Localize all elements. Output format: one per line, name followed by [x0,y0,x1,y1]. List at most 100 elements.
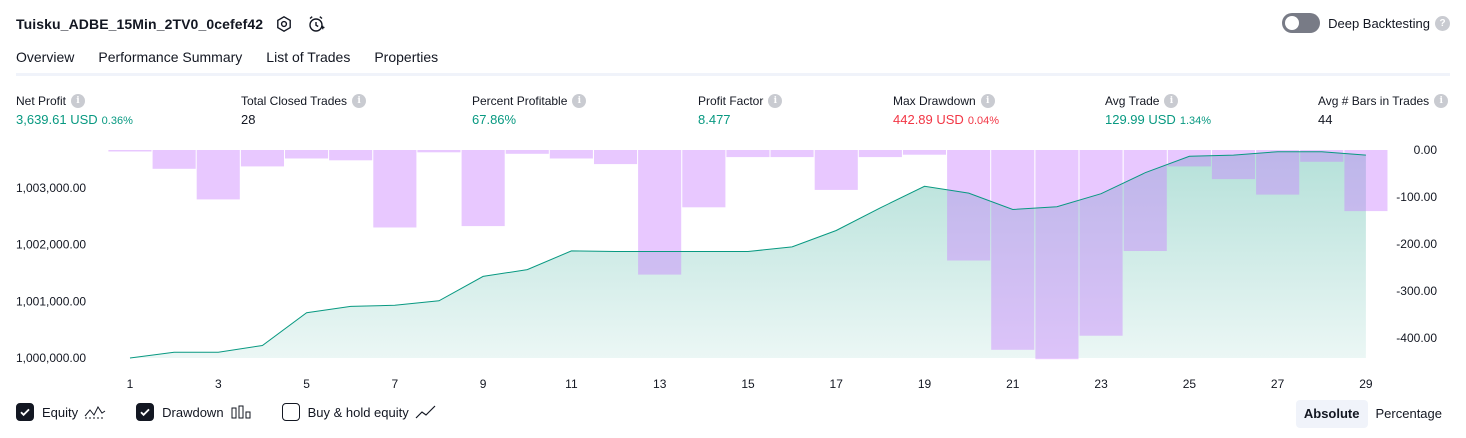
drawdown-bar [1167,150,1211,167]
metric-max-drawdown: Max Drawdown i 442.89 USD 0.04% [893,92,999,127]
equity-line [129,151,1366,359]
drawdown-bar [461,150,505,227]
metric-percent: 0.04% [967,115,1000,127]
drawdown-bar [770,150,814,158]
help-icon[interactable]: ? [1435,15,1450,31]
info-icon[interactable]: i [352,94,367,108]
x-axis-tick-label: 1 [127,377,134,391]
metric-percent: 0.36% [101,115,133,127]
tab-overview[interactable]: Overview [16,46,75,76]
right-axis-tick-label: -100.00 [1396,190,1437,204]
x-axis-tick-label: 13 [653,377,667,391]
metric-value: 67.86% [472,112,517,127]
metric-value: 442.89 USD [893,112,964,127]
drawdown-checkbox[interactable] [136,403,155,421]
metric-profit-factor: Profit Factor i 8.477 [698,92,783,127]
settings-icon[interactable] [273,13,295,35]
drawdown-bar [549,150,593,159]
drawdown-bar [240,150,284,167]
header: Tuisku_ADBE_15Min_2TV0_0cefef42 [16,12,327,36]
equity-line-icon [84,406,106,419]
metric-percent: 1.34% [1179,115,1212,127]
chart-legend: Equity Drawdown Buy & hold equity [16,403,467,421]
drawdown-bar [1344,150,1388,212]
equity-checkbox[interactable] [16,403,34,421]
drawdown-bar [1035,150,1079,360]
tab-list-of-trades[interactable]: List of Trades [266,49,351,65]
buy-hold-checkbox[interactable] [281,403,300,421]
info-icon[interactable]: i [71,94,86,108]
left-axis-tick-label: 1,000,000.00 [16,351,86,365]
x-axis-tick-label: 21 [1006,377,1020,391]
x-axis-tick-label: 3 [215,377,222,391]
percentage-button[interactable]: Percentage [1375,406,1443,421]
legend-buy-hold[interactable]: Buy & hold equity [281,403,437,421]
drawdown-bar [638,150,682,275]
metric-net-profit: Net Profit i 3,639.61 USD 0.36% [16,92,133,127]
metric-value: 28 [241,112,256,127]
drawdown-bar [196,150,240,200]
x-axis-tick-label: 23 [1094,377,1108,391]
metric-total-closed-trades: Total Closed Trades i 28 [241,92,367,127]
metric-label: Avg Trade [1105,94,1160,108]
metric-label: Total Closed Trades [241,94,348,108]
drawdown-bar [1300,150,1344,162]
metric-label: Avg # Bars in Trades [1318,94,1430,108]
drawdown-bar [991,150,1035,350]
left-axis-tick-label: 1,003,000.00 [16,181,86,195]
strategy-title: Tuisku_ADBE_15Min_2TV0_0cefef42 [16,16,264,32]
x-axis-tick-label: 5 [303,377,310,391]
equity-drawdown-chart: 1,000,000.00 1,001,000.00 1,002,000.00 1,00… [16,143,1438,391]
metric-label: Percent Profitable [472,94,568,108]
absolute-button[interactable]: Absolute [1295,400,1368,428]
drawdown-bar [329,150,373,161]
metric-value: 3,639.61 USD [16,112,98,127]
x-axis-tick-label: 15 [741,377,755,391]
tabs-divider [16,73,1450,76]
deep-backtesting: Deep Backtesting ? [1282,13,1450,33]
drawdown-bar [902,150,946,155]
value-mode-switch: Absolute Percentage [1295,400,1450,428]
drawdown-bar [417,150,461,153]
right-axis-tick-label: -300.00 [1396,284,1437,298]
legend-label: Drawdown [162,404,224,420]
tab-bar: Overview Performance Summary List of Tra… [16,46,462,76]
drawdown-bar [108,150,152,152]
x-axis-tick-label: 11 [565,377,578,391]
tab-performance-summary[interactable]: Performance Summary [98,49,243,65]
right-axis-tick-label: 0.00 [1414,143,1438,157]
x-axis-tick-label: 19 [918,377,932,391]
legend-drawdown[interactable]: Drawdown [136,403,251,421]
info-icon[interactable]: i [768,94,783,108]
deep-backtesting-toggle[interactable] [1282,13,1321,33]
legend-label: Buy & hold equity [307,404,409,420]
x-axis-tick-label: 17 [830,377,844,391]
drawdown-bar [285,150,329,159]
equity-area [130,151,1366,358]
right-axis-tick-label: -200.00 [1396,237,1437,251]
metric-label: Profit Factor [698,94,764,108]
drawdown-bar [594,150,638,165]
deep-backtesting-label: Deep Backtesting [1328,15,1430,31]
drawdown-bar [858,150,902,158]
drawdown-bars-icon [231,405,251,419]
metric-value: 44 [1318,112,1333,127]
info-icon[interactable]: i [1164,94,1179,108]
metric-label: Max Drawdown [893,94,976,108]
metrics-row: Net Profit i 3,639.61 USD 0.36% Total Clos… [16,92,1450,132]
alert-clock-icon[interactable] [305,13,327,35]
metric-avg-trade: Avg Trade i 129.99 USD 1.34% [1105,92,1211,127]
info-icon[interactable]: i [1434,94,1449,108]
x-axis-tick-label: 25 [1183,377,1197,391]
right-axis-tick-label: -400.00 [1396,331,1437,345]
left-axis-tick-label: 1,001,000.00 [16,294,86,308]
info-icon[interactable]: i [572,94,587,108]
metric-value: 129.99 USD [1105,112,1176,127]
metric-avg-bars-in-trades: Avg # Bars in Trades i 44 [1318,92,1449,127]
x-axis-tick-label: 27 [1271,377,1285,391]
info-icon[interactable]: i [980,94,995,108]
drawdown-bar [947,150,991,261]
legend-equity[interactable]: Equity [16,403,106,421]
drawdown-bar [505,150,549,154]
tab-properties[interactable]: Properties [374,49,439,65]
